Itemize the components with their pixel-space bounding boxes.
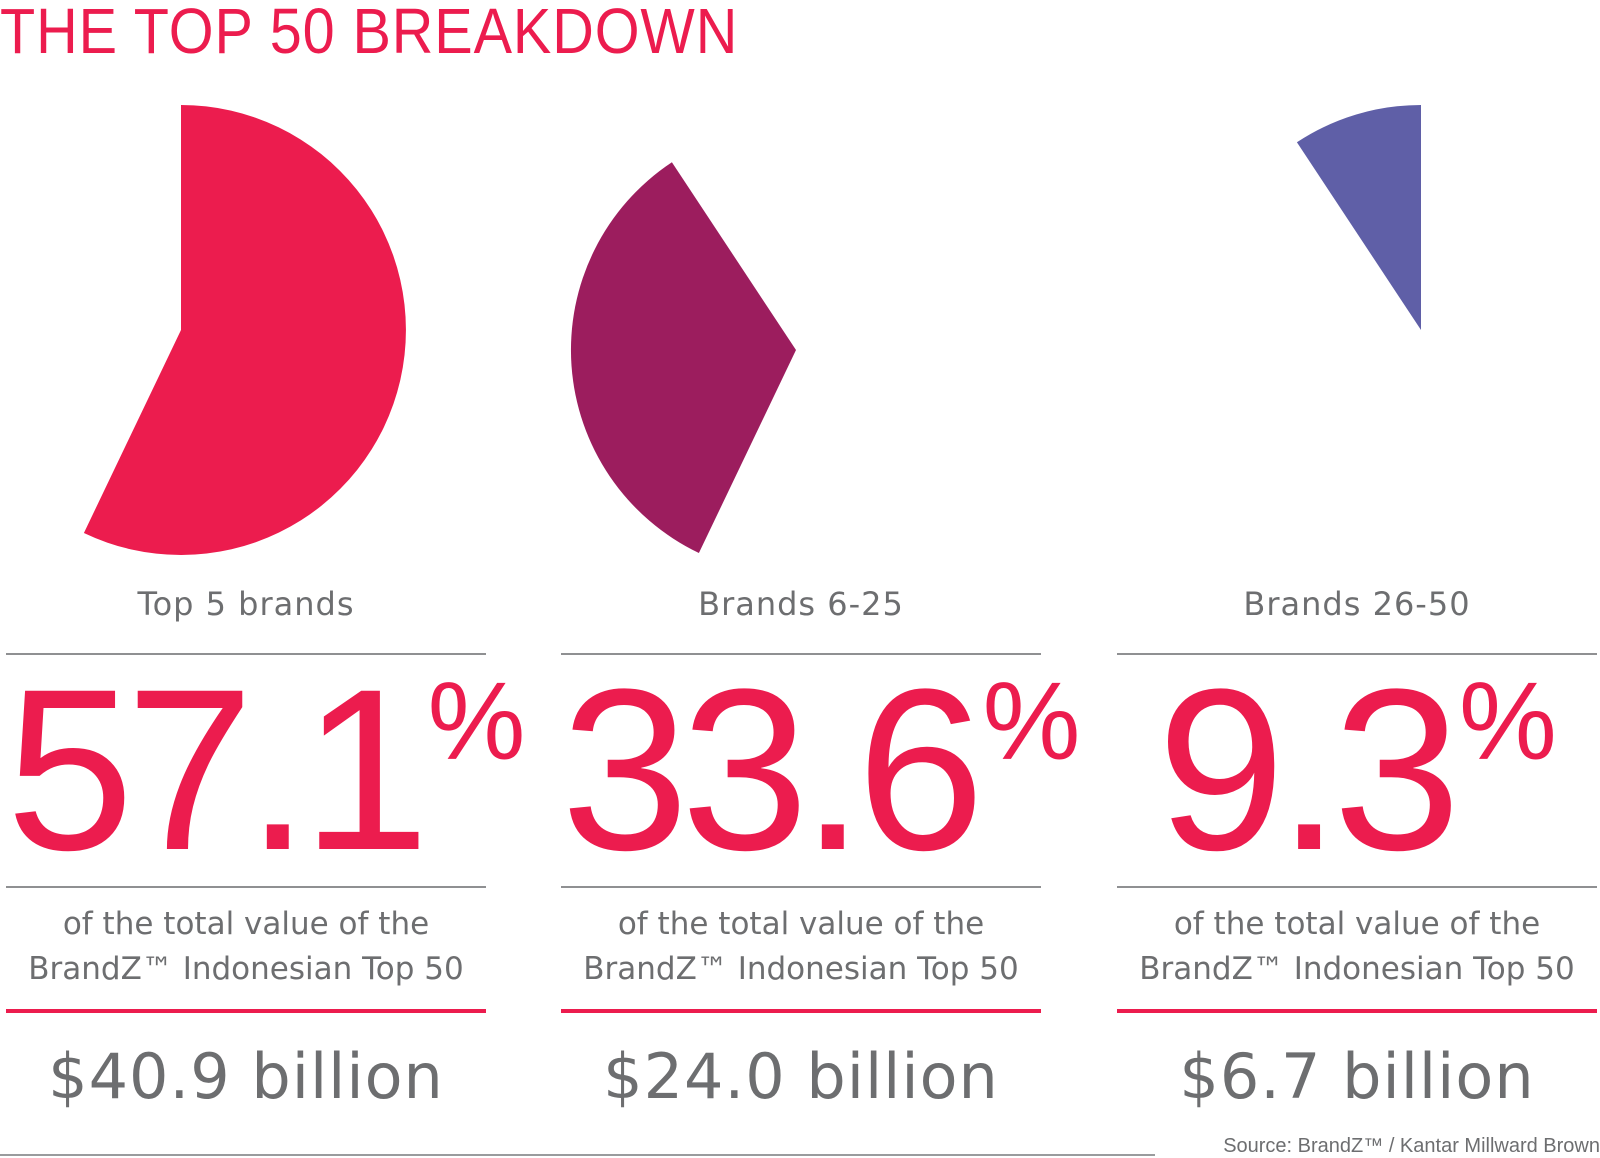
divider [6, 653, 486, 655]
description: of the total value of the BrandZ™ Indones… [1117, 902, 1597, 992]
segment-column-brands-6-25: Brands 6-25 33.6% of the total value of … [561, 0, 1080, 1157]
page-title: THE TOP 50 BREAKDOWN [0, 0, 739, 67]
description-line-2: BrandZ™ Indonesian Top 50 [1139, 951, 1575, 987]
percentage-value: 9.3% [1117, 655, 1597, 885]
percent-sign: % [1458, 660, 1557, 783]
percentage-number: 9.3 [1157, 641, 1461, 898]
description-line-1: of the total value of the [62, 906, 430, 942]
segment-label: Top 5 brands [137, 585, 355, 623]
percent-sign: % [427, 660, 526, 783]
divider [6, 886, 486, 888]
percentage-number: 57.1 [6, 641, 430, 898]
description-line-2: BrandZ™ Indonesian Top 50 [28, 951, 464, 987]
percentage-value: 57.1% [6, 655, 525, 885]
divider [1117, 653, 1597, 655]
accent-divider [561, 1009, 1041, 1013]
percent-sign: % [982, 660, 1081, 783]
description-line-2: BrandZ™ Indonesian Top 50 [583, 951, 1019, 987]
percentage-number: 33.6 [561, 641, 985, 898]
divider [561, 886, 1041, 888]
divider [1117, 886, 1597, 888]
pie-segments [83, 105, 1421, 555]
accent-divider [1117, 1009, 1597, 1013]
bottom-rule [0, 1154, 1155, 1156]
segment-label: Brands 26-50 [1243, 585, 1471, 623]
description-line-1: of the total value of the [617, 906, 985, 942]
amount-value: $24.0 billion [603, 1040, 999, 1113]
percentage-value: 33.6% [561, 655, 1080, 885]
pie-slice-1 [83, 105, 406, 555]
description-line-1: of the total value of the [1173, 906, 1541, 942]
description: of the total value of the BrandZ™ Indones… [561, 902, 1041, 992]
segment-column-top-5: Top 5 brands 57.1% of the total value of… [6, 0, 525, 1157]
segment-column-brands-26-50: Brands 26-50 9.3% of the total value of … [1117, 0, 1597, 1157]
divider [561, 653, 1041, 655]
amount-value: $6.7 billion [1179, 1040, 1535, 1113]
pie-slice-2 [570, 162, 796, 554]
segment-label: Brands 6-25 [698, 585, 904, 623]
pie-slice-3 [1296, 105, 1421, 330]
source-note: Source: BrandZ™ / Kantar Millward Brown [1217, 1135, 1600, 1158]
description: of the total value of the BrandZ™ Indones… [6, 902, 486, 992]
amount-value: $40.9 billion [48, 1040, 444, 1113]
accent-divider [6, 1009, 486, 1013]
